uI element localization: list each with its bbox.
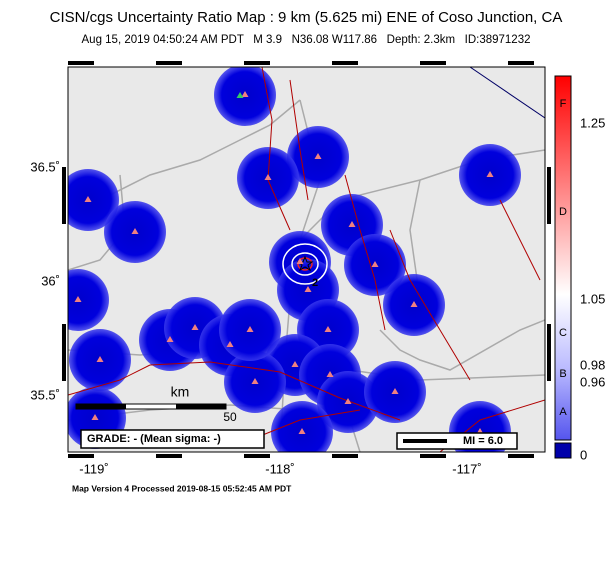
grade-text: GRADE: - (Mean sigma: -) — [87, 433, 221, 445]
station — [326, 371, 334, 377]
station — [291, 361, 299, 367]
fault — [261, 67, 291, 231]
grade-letter: D — [559, 206, 567, 218]
lat-label: 35.5˚ — [30, 387, 60, 402]
station — [371, 261, 379, 267]
station — [191, 324, 199, 330]
lon-label: -118˚ — [265, 461, 294, 476]
fault — [68, 364, 151, 396]
footer: Map Version 4 Processed 2019-08-15 05:52… — [72, 483, 292, 493]
subtitle: Aug 15, 2019 04:50:24 AM PDT M 3.9 N36.0… — [82, 34, 531, 46]
station — [410, 301, 418, 307]
legend-box — [396, 432, 518, 450]
fault — [289, 79, 309, 201]
contour — [282, 243, 328, 285]
fault — [499, 199, 541, 281]
lat-label: 36˚ — [41, 273, 60, 288]
fault — [149, 361, 401, 421]
station — [391, 388, 399, 394]
station-area — [68, 169, 119, 231]
grade-box — [80, 429, 265, 449]
station — [236, 92, 244, 98]
grade-letter: A — [559, 406, 567, 418]
station — [344, 398, 352, 404]
station — [96, 356, 104, 362]
colorbar-tick: 1.25 — [580, 115, 605, 130]
contour — [291, 252, 319, 276]
station — [251, 378, 259, 384]
scale-bar-segment — [76, 404, 126, 409]
station — [74, 296, 82, 302]
station — [304, 286, 312, 292]
colorbar-tick: 0.98 — [580, 357, 605, 372]
grade-letter: F — [560, 98, 567, 110]
colorbar — [554, 75, 572, 441]
station-area — [271, 401, 333, 452]
map-frame — [67, 66, 546, 453]
grade-letter: C — [559, 327, 567, 339]
station — [264, 174, 272, 180]
map-content: 2 — [68, 67, 545, 452]
station — [226, 341, 234, 347]
station — [131, 228, 139, 234]
fault — [249, 409, 361, 441]
station — [91, 414, 99, 420]
station — [314, 153, 322, 159]
colorbar-tick: 0 — [580, 447, 587, 462]
road — [379, 319, 545, 371]
scale-bar-segment — [176, 404, 226, 409]
station — [246, 326, 254, 332]
station — [348, 221, 356, 227]
boundary — [469, 67, 545, 119]
colorbar-null — [554, 442, 572, 459]
fault — [344, 174, 386, 331]
station — [298, 428, 306, 434]
station — [166, 336, 174, 342]
scale-length: 50 — [223, 410, 237, 424]
grade-letter: B — [559, 368, 566, 380]
station-area — [68, 269, 109, 331]
lon-label: -117˚ — [452, 461, 481, 476]
fault — [389, 229, 471, 381]
title: CISN/cgs Uncertainty Ratio Map : 9 km (5… — [50, 9, 563, 26]
station — [296, 258, 304, 264]
legend-text: MI = 6.0 — [463, 435, 503, 447]
lon-label: -119˚ — [79, 461, 108, 476]
station — [486, 171, 494, 177]
contour-label: 2 — [312, 277, 318, 289]
lat-label: 36.5˚ — [30, 159, 60, 174]
colorbar-tick: 1.05 — [580, 291, 605, 306]
scale-unit: km — [171, 384, 190, 400]
station — [241, 91, 249, 97]
station — [324, 326, 332, 332]
station — [84, 196, 92, 202]
colorbar-tick: 0.96 — [580, 374, 605, 389]
